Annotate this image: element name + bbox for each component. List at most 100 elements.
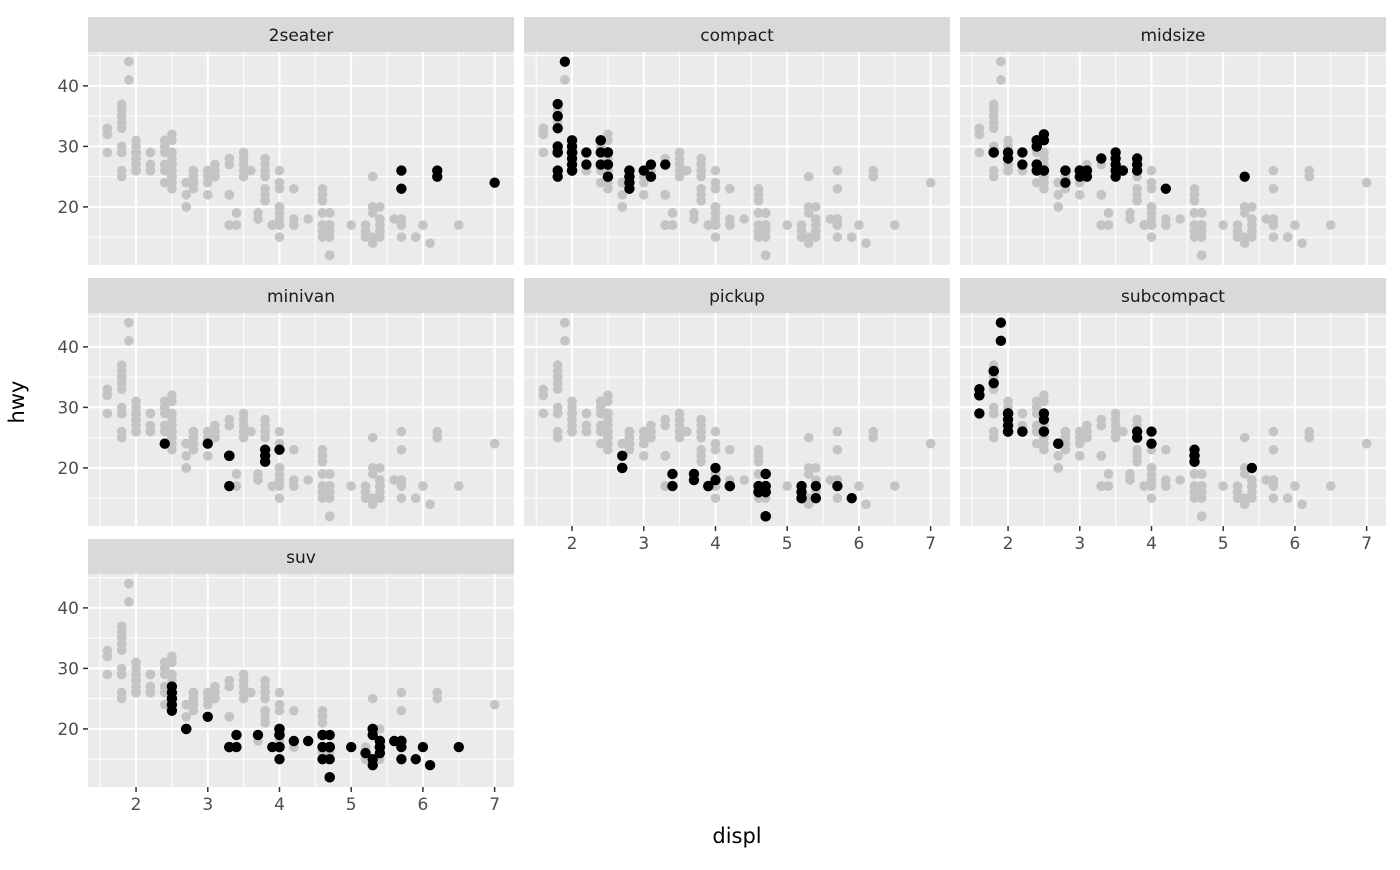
background-point xyxy=(274,426,285,437)
background-point xyxy=(638,190,649,200)
background-point xyxy=(375,487,385,497)
background-point xyxy=(974,147,985,158)
background-point xyxy=(210,165,220,176)
background-point xyxy=(603,183,613,194)
background-point xyxy=(753,190,764,200)
background-point xyxy=(274,232,285,242)
background-point xyxy=(1146,202,1157,212)
background-point xyxy=(696,171,706,182)
background-point xyxy=(317,493,328,503)
highlight-point xyxy=(317,729,328,741)
background-point xyxy=(289,183,299,194)
highlight-point xyxy=(688,474,700,486)
background-point xyxy=(1146,165,1157,176)
highlight-point xyxy=(1060,177,1071,188)
background-point xyxy=(367,499,378,510)
highlight-point xyxy=(302,735,314,747)
background-point xyxy=(181,202,192,212)
facet-strip xyxy=(88,539,514,574)
background-point xyxy=(274,493,285,503)
background-point xyxy=(753,208,764,218)
background-point xyxy=(1268,214,1279,224)
background-point xyxy=(167,165,177,176)
x-tick-label: 4 xyxy=(274,795,285,815)
highlight-point xyxy=(424,760,436,771)
background-point xyxy=(145,669,156,680)
background-point xyxy=(367,238,378,249)
background-point xyxy=(245,687,256,698)
background-point xyxy=(245,165,256,176)
background-point xyxy=(425,499,435,510)
background-point xyxy=(167,426,177,437)
background-point xyxy=(202,165,213,176)
background-point xyxy=(696,457,706,467)
highlight-point xyxy=(617,462,628,474)
background-point xyxy=(253,208,263,218)
background-point xyxy=(1096,220,1107,230)
background-point xyxy=(567,426,577,437)
background-point xyxy=(396,214,407,224)
background-point xyxy=(453,481,464,491)
background-point xyxy=(538,147,549,158)
background-point xyxy=(667,220,678,230)
x-tick-label: 6 xyxy=(854,534,865,554)
background-point xyxy=(1053,190,1064,200)
highlight-point xyxy=(974,408,985,419)
background-point xyxy=(167,408,177,419)
background-point xyxy=(832,426,843,437)
background-point xyxy=(1218,220,1229,230)
background-point xyxy=(725,183,735,194)
background-point xyxy=(803,208,814,218)
highlight-point xyxy=(1110,171,1121,182)
background-point xyxy=(367,208,378,218)
background-point xyxy=(317,469,328,479)
background-point xyxy=(710,220,721,230)
highlight-point xyxy=(288,735,300,747)
background-point xyxy=(782,481,793,491)
highlight-point xyxy=(453,741,464,753)
highlight-point xyxy=(1038,129,1050,140)
background-point xyxy=(274,177,285,188)
highlight-point xyxy=(396,183,407,194)
y-tick-label: 30 xyxy=(57,659,79,679)
facet-strip-label: 2seater xyxy=(269,26,334,46)
highlight-point xyxy=(259,456,271,468)
background-point xyxy=(245,426,256,437)
background-point xyxy=(1053,463,1064,473)
background-point xyxy=(753,220,764,230)
background-point xyxy=(396,232,407,242)
background-point xyxy=(116,669,127,680)
background-point xyxy=(167,651,177,662)
x-tick-label: 5 xyxy=(346,795,357,815)
background-point xyxy=(124,336,134,346)
panel-background xyxy=(88,574,514,787)
background-point xyxy=(274,699,285,710)
background-point xyxy=(674,153,685,164)
background-point xyxy=(1039,444,1049,455)
highlight-point xyxy=(374,735,386,747)
background-point xyxy=(832,183,843,194)
background-point xyxy=(1125,208,1135,218)
highlight-point xyxy=(624,177,635,188)
background-point xyxy=(1239,208,1250,218)
background-point xyxy=(760,220,771,230)
background-point xyxy=(868,432,879,443)
background-point xyxy=(1039,183,1049,194)
background-point xyxy=(846,232,857,242)
background-point xyxy=(145,165,156,176)
background-point xyxy=(1268,426,1279,437)
facet-strip xyxy=(524,17,950,52)
highlight-point xyxy=(810,492,822,504)
highlight-point xyxy=(552,110,563,122)
background-point xyxy=(159,420,170,431)
y-tick-label: 40 xyxy=(57,338,79,358)
background-point xyxy=(324,511,335,522)
background-point xyxy=(988,432,999,443)
background-point xyxy=(1325,220,1336,230)
facet-subcompact: subcompact 2 3 4 5 6 7 xyxy=(960,278,1386,554)
highlight-point xyxy=(410,753,421,765)
background-point xyxy=(1017,408,1028,419)
y-tick-label: 20 xyxy=(57,459,79,479)
background-point xyxy=(660,220,671,230)
highlight-point xyxy=(367,729,378,741)
